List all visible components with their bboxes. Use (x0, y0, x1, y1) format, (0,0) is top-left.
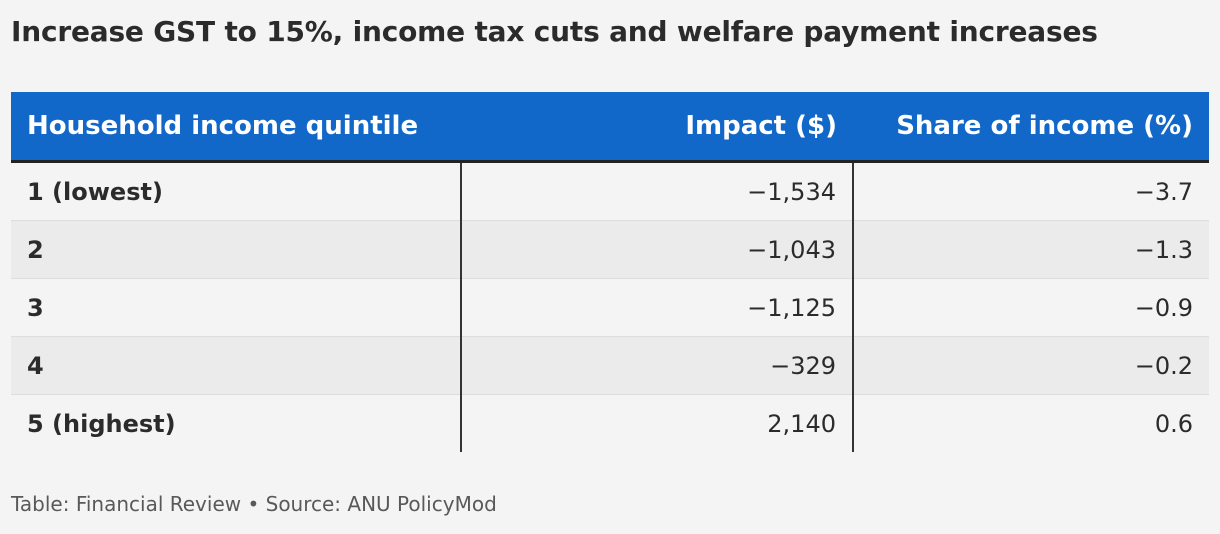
source-footer: Table: Financial Review • Source: ANU Po… (11, 492, 497, 516)
table-header-row: Household income quintile Impact ($) Sha… (11, 92, 1209, 163)
cell-quintile: 4 (11, 336, 461, 395)
cell-impact: −329 (460, 336, 854, 395)
cell-impact: −1,125 (460, 278, 854, 337)
table-row: 5 (highest) 2,140 0.6 (11, 394, 1209, 452)
cell-share: −3.7 (853, 161, 1209, 221)
cell-share: −1.3 (853, 220, 1209, 279)
column-header-quintile: Household income quintile (11, 92, 461, 163)
cell-impact: −1,534 (460, 161, 854, 221)
table-row: 1 (lowest) −1,534 −3.7 (11, 161, 1209, 221)
cell-share: −0.9 (853, 278, 1209, 337)
cell-impact: 2,140 (460, 394, 854, 452)
table-row: 3 −1,125 −0.9 (11, 278, 1209, 337)
data-table: Household income quintile Impact ($) Sha… (11, 92, 1209, 452)
cell-impact: −1,043 (460, 220, 854, 279)
cell-quintile: 1 (lowest) (11, 161, 461, 221)
table-row: 2 −1,043 −1.3 (11, 220, 1209, 279)
cell-quintile: 2 (11, 220, 461, 279)
data-table-container: Household income quintile Impact ($) Sha… (11, 92, 1209, 452)
table-title: Increase GST to 15%, income tax cuts and… (11, 15, 1098, 48)
cell-quintile: 5 (highest) (27, 409, 176, 438)
column-header-share: Share of income (%) (853, 92, 1209, 163)
table-row: 4 −329 −0.2 (11, 336, 1209, 395)
cell-share: 0.6 (1154, 409, 1193, 438)
cell-share: −0.2 (853, 336, 1209, 395)
cell-quintile: 3 (11, 278, 461, 337)
column-header-impact: Impact ($) (461, 92, 853, 163)
